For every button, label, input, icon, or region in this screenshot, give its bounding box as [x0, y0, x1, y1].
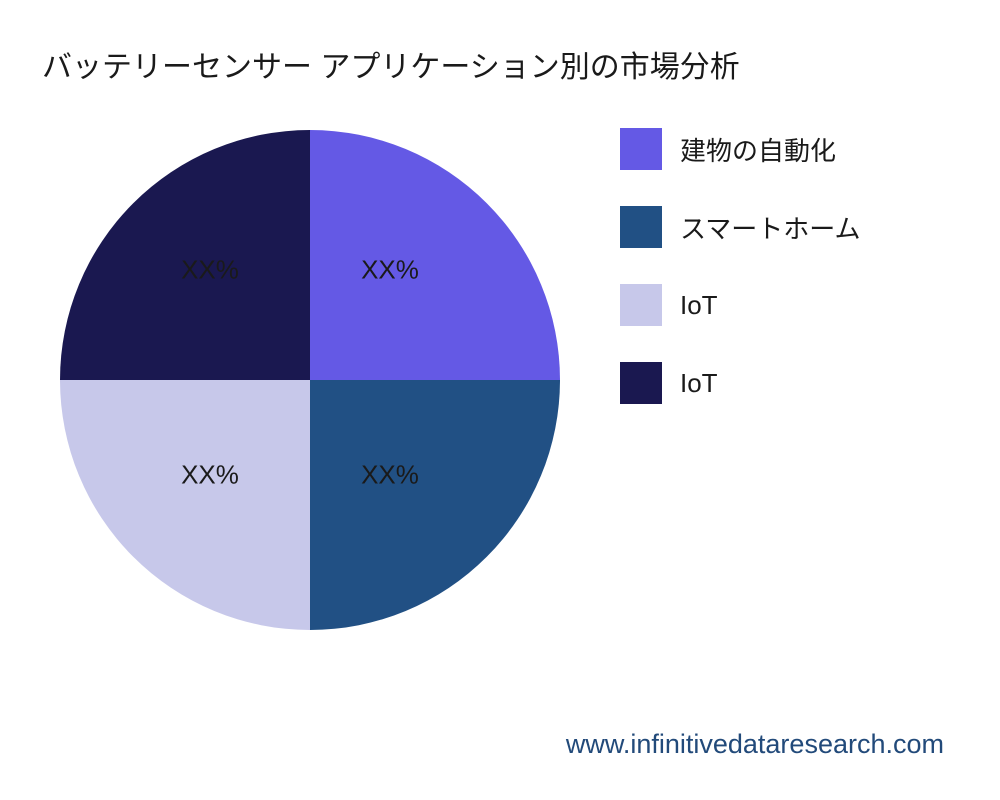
- pie-graphic: [60, 130, 560, 630]
- slice-label-0: XX%: [361, 460, 419, 491]
- legend-label-1: スマートホーム: [680, 209, 860, 246]
- legend-item-0: 建物の自動化: [620, 128, 860, 170]
- legend-swatch-1: [620, 206, 662, 248]
- legend-swatch-0: [620, 128, 662, 170]
- legend-item-3: IoT: [620, 362, 860, 404]
- legend-label-3: IoT: [680, 368, 718, 399]
- legend-label-2: IoT: [680, 290, 718, 321]
- slice-label-1: XX%: [181, 460, 239, 491]
- legend-label-0: 建物の自動化: [680, 131, 836, 168]
- chart-title: バッテリーセンサー アプリケーション別の市場分析: [42, 42, 740, 86]
- legend-item-1: スマートホーム: [620, 206, 860, 248]
- pie-chart: XX% XX% XX% XX%: [60, 130, 560, 630]
- slice-label-2: XX%: [181, 255, 239, 286]
- footer-url: www.infinitivedataresearch.com: [566, 729, 944, 760]
- legend-item-2: IoT: [620, 284, 860, 326]
- legend-swatch-3: [620, 362, 662, 404]
- slice-label-3: XX%: [361, 255, 419, 286]
- legend-swatch-2: [620, 284, 662, 326]
- legend: 建物の自動化 スマートホーム IoT IoT: [620, 128, 860, 404]
